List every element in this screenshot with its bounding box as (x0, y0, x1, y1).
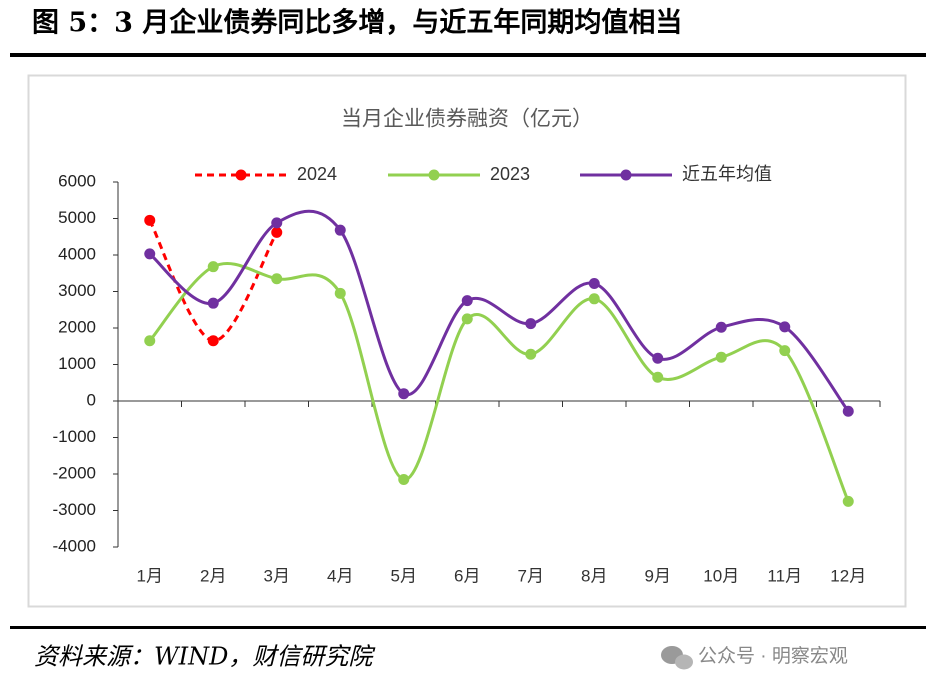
data-point (207, 261, 219, 273)
data-point (144, 248, 156, 260)
data-point (207, 335, 219, 347)
data-point (652, 352, 664, 364)
data-point (144, 214, 156, 226)
x-tick-label: 2月 (200, 566, 226, 585)
y-tick-label: -4000 (53, 536, 96, 555)
legend-marker (235, 169, 247, 181)
y-tick-label: 6000 (58, 171, 96, 190)
chart-frame (27, 74, 907, 608)
data-point (779, 321, 791, 333)
y-tick-label: 2000 (58, 317, 96, 336)
y-tick-label: 4000 (58, 244, 96, 263)
data-point (461, 313, 473, 325)
watermark: 公众号 · 明察宏观 (698, 645, 848, 667)
data-point (715, 351, 727, 363)
data-point (271, 273, 283, 285)
data-point (271, 226, 283, 238)
series-line (148, 209, 850, 413)
data-point (398, 388, 410, 400)
x-tick-label: 4月 (327, 566, 353, 585)
x-tick-label: 9月 (645, 566, 671, 585)
x-tick-label: 11月 (767, 566, 802, 585)
data-point (334, 287, 346, 299)
page-title: 图 5：3 月企业债券同比多增，与近五年同期均值相当 (32, 7, 682, 39)
header-rule (10, 53, 926, 57)
data-point (334, 224, 346, 236)
legend-marker (428, 169, 440, 181)
series-line (148, 219, 279, 343)
data-point (842, 405, 854, 417)
data-point (207, 297, 219, 309)
legend-label: 2024 (297, 164, 337, 184)
data-point (461, 295, 473, 307)
y-tick-label: -2000 (53, 463, 96, 482)
legend-label: 2023 (490, 164, 530, 184)
footer-rule (10, 626, 926, 629)
data-point (715, 321, 727, 333)
y-tick-label: 3000 (58, 281, 96, 300)
y-tick-label: 5000 (58, 208, 96, 227)
data-point (779, 345, 791, 357)
chart-title: 当月企业债券融资（亿元） (341, 108, 593, 131)
y-tick-label: 0 (87, 390, 96, 409)
x-tick-label: 7月 (518, 566, 544, 585)
series-line (148, 262, 850, 502)
data-point (588, 293, 600, 305)
data-point (271, 217, 283, 229)
data-point (144, 335, 156, 347)
data-point (588, 277, 600, 289)
data-point (525, 348, 537, 360)
legend-marker (620, 169, 632, 181)
data-point (652, 371, 664, 383)
y-tick-label: -3000 (53, 500, 96, 519)
y-tick-label: -1000 (53, 427, 96, 446)
x-tick-label: 5月 (391, 566, 417, 585)
x-tick-label: 6月 (454, 566, 480, 585)
x-tick-label: 3月 (264, 566, 290, 585)
y-tick-label: 1000 (58, 354, 96, 373)
data-point (525, 318, 537, 330)
x-tick-label: 1月 (137, 566, 163, 585)
legend-label: 近五年均值 (682, 164, 772, 184)
source: 资料来源：WIND，财信研究院 (34, 643, 376, 671)
data-point (398, 473, 410, 485)
watermark-icon (661, 646, 693, 670)
x-tick-label: 8月 (581, 566, 607, 585)
data-point (842, 495, 854, 507)
x-tick-label: 10月 (703, 566, 739, 585)
x-tick-label: 12月 (830, 566, 866, 585)
